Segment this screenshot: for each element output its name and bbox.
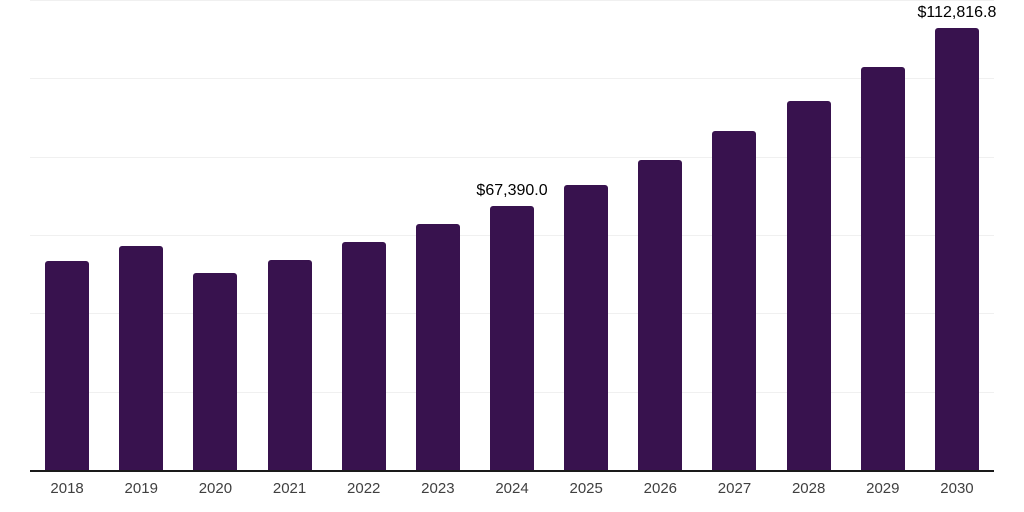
bar-band-2020 (178, 0, 252, 470)
bar-2021 (267, 259, 312, 470)
bar-2025 (564, 184, 609, 470)
bar-2027 (712, 131, 757, 470)
bar-2030 (934, 28, 979, 470)
bar-2020 (193, 273, 238, 470)
bar-band-2030: $112,816.8 (917, 0, 997, 470)
bar-band-2022 (327, 0, 401, 470)
data-label-2030: $112,816.8 (917, 4, 997, 22)
x-tick-label-2025: 2025 (569, 480, 603, 497)
bar-2029 (860, 67, 905, 470)
bar-2026 (638, 160, 683, 470)
x-tick-label-2020: 2020 (198, 480, 233, 497)
bar-band-2029 (846, 0, 920, 470)
bar-2028 (786, 100, 831, 470)
x-tick-label-2022: 2022 (347, 480, 381, 497)
bar-band-2027 (697, 0, 771, 470)
x-tick-label-2027: 2027 (717, 480, 752, 497)
x-tick-label-2023: 2023 (421, 480, 455, 497)
data-label-2024: $67,390.0 (476, 182, 548, 200)
x-tick-label-2026: 2026 (643, 480, 678, 497)
bar-band-2025 (549, 0, 623, 470)
x-tick-label-2030: 2030 (940, 480, 974, 497)
bar-band-2023 (401, 0, 475, 470)
bar-band-2019 (104, 0, 178, 470)
bar-band-2028 (772, 0, 846, 470)
x-tick-label-2018: 2018 (50, 480, 84, 497)
x-tick-label-2019: 2019 (124, 480, 158, 497)
bar-band-2026 (623, 0, 697, 470)
bars: $67,390.0 $112,816.8 (30, 0, 997, 470)
bar-2023 (415, 224, 460, 470)
bar-2019 (119, 246, 164, 470)
bar-band-2021 (252, 0, 326, 470)
plot-area: $67,390.0 $112,816.8 (30, 0, 997, 472)
x-tick-label-2021: 2021 (272, 480, 307, 497)
bar-2022 (341, 242, 386, 470)
x-tick-label-2024: 2024 (495, 480, 529, 497)
bar-band-2024: $67,390.0 (475, 0, 549, 470)
x-tick-label-2029: 2029 (866, 480, 900, 497)
bar-2024 (490, 206, 535, 470)
bar-band-2018 (30, 0, 104, 470)
x-axis-tick-labels: 2018 2019 2020 2021 2022 2023 2024 2025 2026 2027… (30, 480, 994, 497)
bar-2018 (45, 260, 90, 470)
x-tick-label-2028: 2028 (791, 480, 826, 497)
